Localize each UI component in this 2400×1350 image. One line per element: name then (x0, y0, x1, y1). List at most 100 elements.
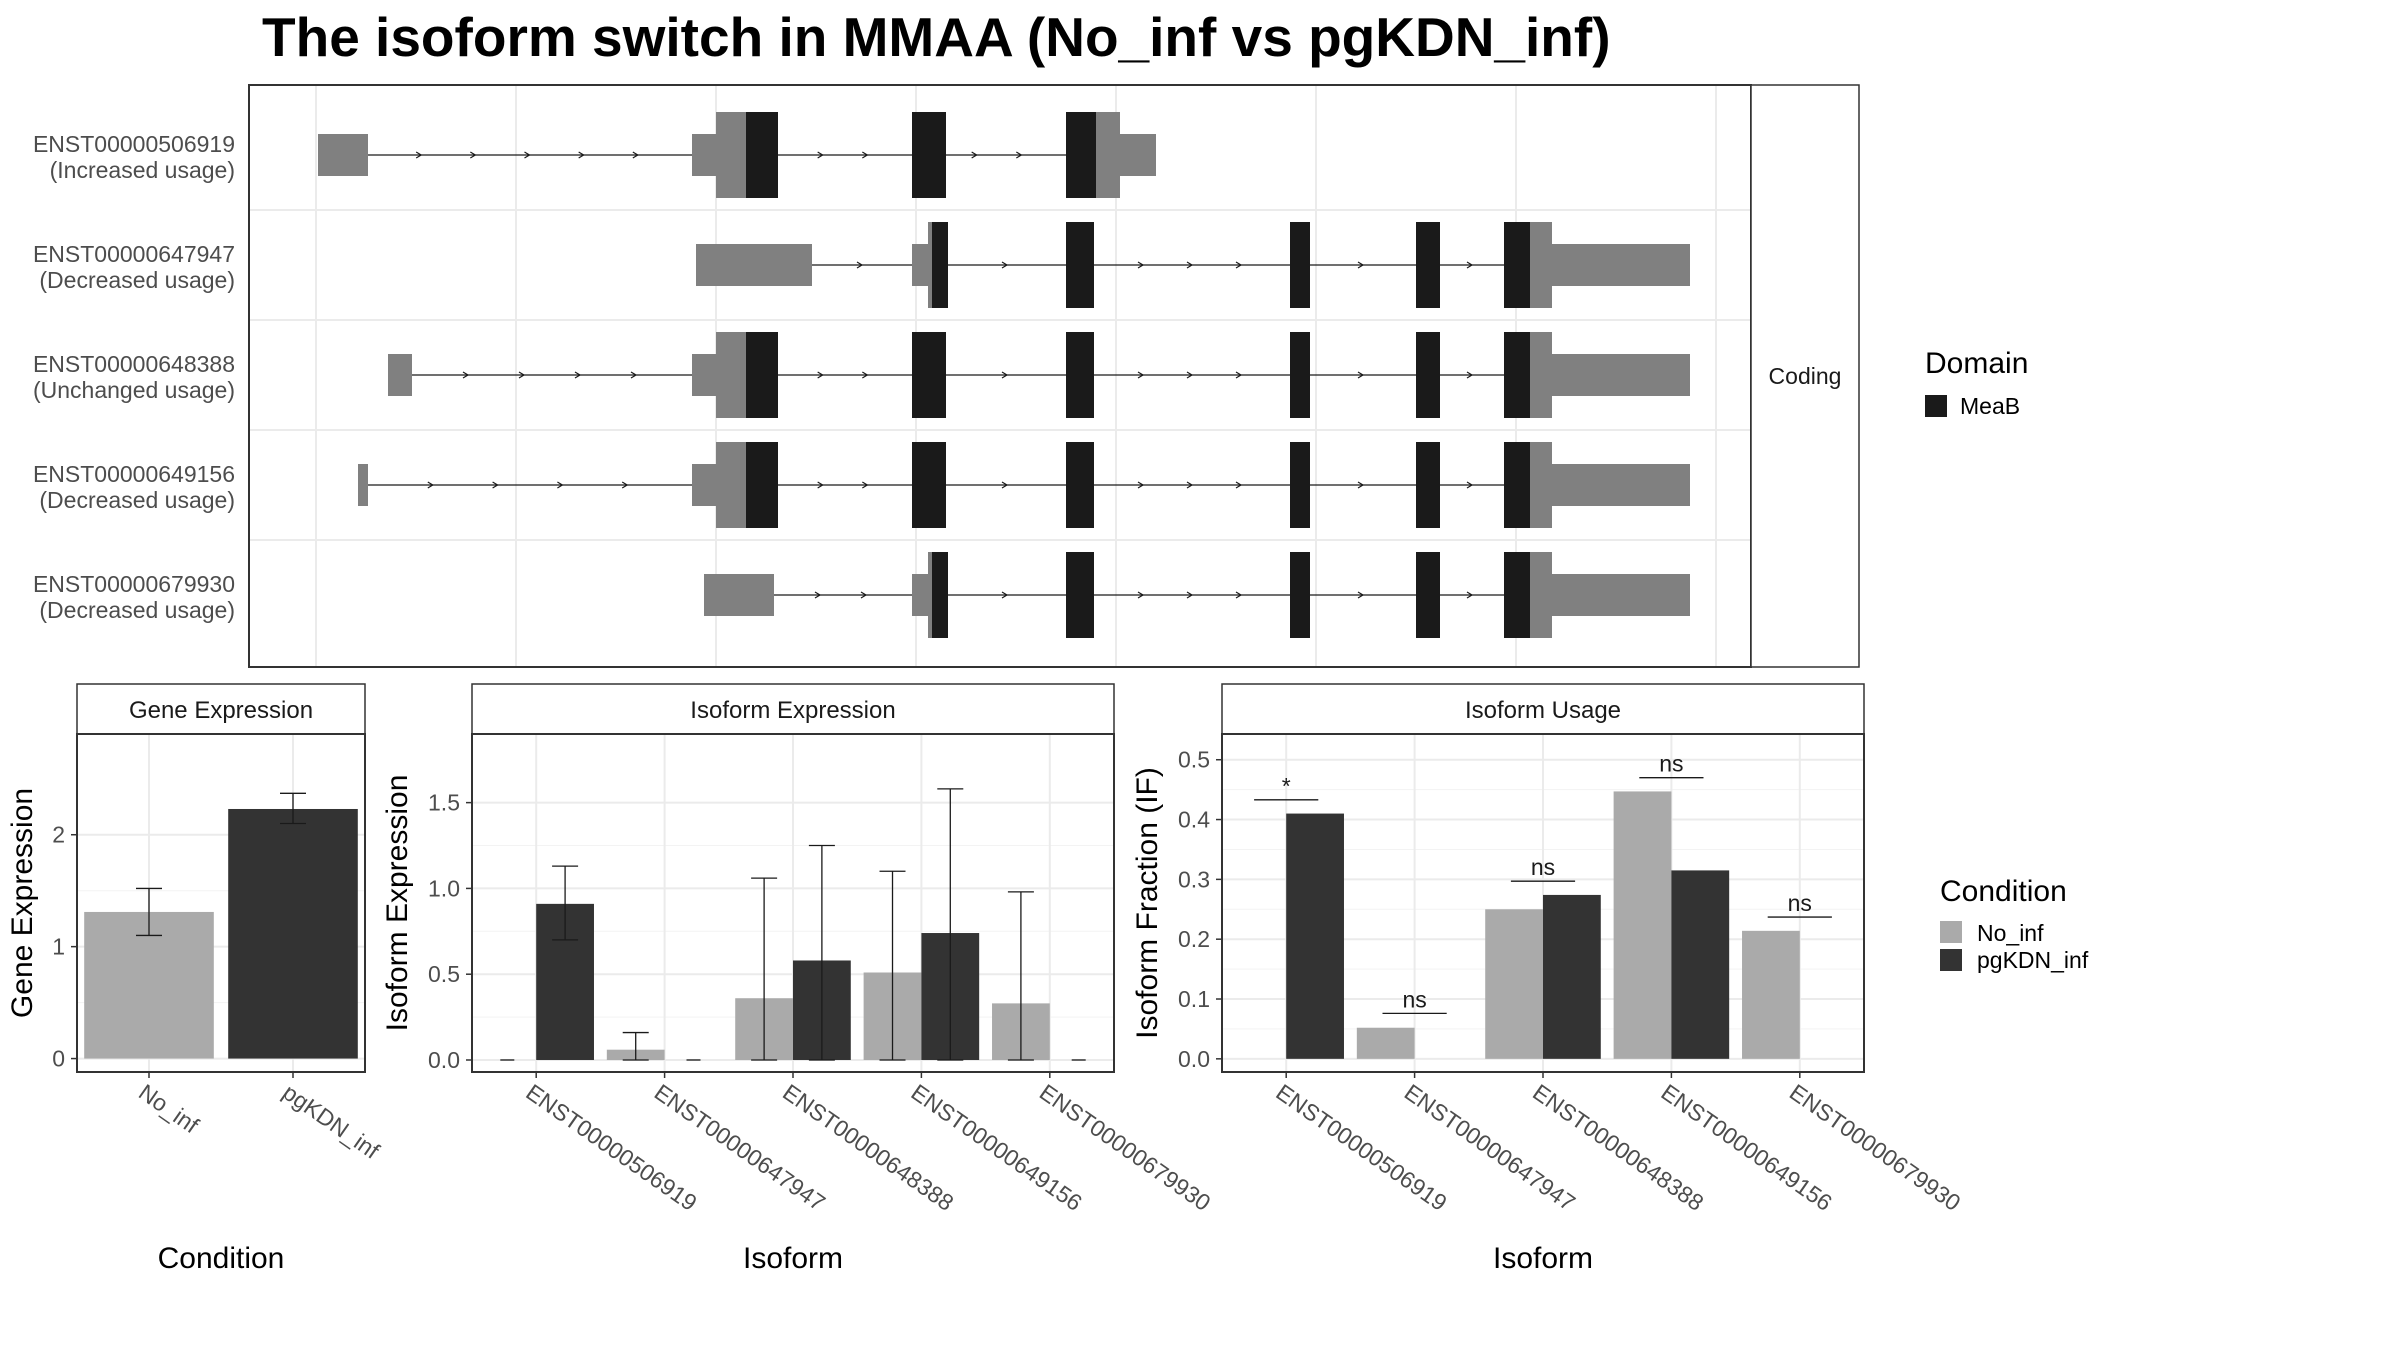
strand-arrow (1466, 591, 1474, 599)
y-tick-label: 0.3 (1178, 866, 1210, 892)
isoform-usage-y-axis-label: Isoform Fraction (IF) (1131, 767, 1164, 1039)
legend-swatch-meab (1925, 395, 1947, 417)
strand-arrow (862, 481, 869, 489)
strand-arrow (492, 481, 499, 489)
exon-domain-meab (1290, 222, 1310, 308)
exon-domain-meab (1416, 442, 1440, 528)
strand-arrow (1137, 261, 1145, 269)
strand-arrow (1357, 371, 1365, 379)
exon-utr (692, 134, 716, 176)
y-tick-label: 0 (52, 1046, 65, 1072)
isoform-expression-strip (471, 683, 1115, 735)
transcript-id-label: ENST00000506919 (33, 131, 235, 157)
gene-expression-x-ticks: No_inf pgKDN_inf (134, 1072, 385, 1164)
legend-label-no-inf: No_inf (1977, 920, 2044, 946)
strand-arrow (814, 591, 822, 599)
exon-utr (1552, 464, 1690, 506)
strand-arrow (1235, 591, 1243, 599)
isoform-expression-panel: Isoform Expression 0.0 0.5 1.0 1.5 ENST0000… (381, 683, 1215, 1275)
transcript-id-label: ENST00000648388 (33, 351, 235, 377)
exon-domain-meab (1416, 222, 1440, 308)
strand-arrow (1357, 261, 1365, 269)
exon-domain-meab (1504, 442, 1530, 528)
isoform-expression-strip-title: Isoform Expression (690, 697, 895, 724)
transcript-id-label: ENST00000649156 (33, 461, 235, 487)
isoform-expression-y-axis-label: Isoform Expression (381, 775, 414, 1032)
gene-expression-y-ticks: 0 1 2 (52, 822, 77, 1072)
transcript-usage-label: (Decreased usage) (39, 267, 235, 293)
isoform-usage-x-ticks: ENST00000506919ENST00000647947ENST000006… (1271, 1072, 1965, 1216)
strand-arrow (524, 151, 531, 159)
legend-swatch-no-inf (1940, 921, 1962, 943)
exon-utr (1530, 552, 1552, 638)
significance-label: * (1282, 773, 1291, 799)
domain-legend-title: Domain (1925, 347, 2028, 380)
transcript-usage-label: (Decreased usage) (39, 487, 235, 513)
strand-arrow (1137, 371, 1145, 379)
gene-expression-bar (228, 808, 358, 1059)
exon-utr (358, 464, 368, 506)
transcript-id-label: ENST00000679930 (33, 571, 235, 597)
exon-utr (716, 332, 746, 418)
exon-domain-meab (1066, 222, 1094, 308)
strand-arrow (971, 151, 978, 159)
gene-expression-x-axis-label: Condition (158, 1242, 285, 1275)
y-tick-label: 0.4 (1178, 807, 1210, 833)
exon-domain-meab (912, 332, 946, 418)
strand-arrow (1186, 261, 1194, 269)
transcript-id-label: ENST00000647947 (33, 241, 235, 267)
strand-arrow (632, 151, 639, 159)
strand-arrow (817, 151, 824, 159)
isoform-usage-strip (1221, 683, 1865, 735)
strand-arrow (574, 371, 582, 379)
exon-domain-meab (1504, 332, 1530, 418)
strand-arrow (1466, 261, 1474, 269)
y-tick-label: 1.5 (428, 790, 460, 816)
bar-no-inf (1742, 930, 1800, 1059)
transcript-track (696, 222, 1690, 308)
exon-domain-meab (1290, 442, 1310, 528)
exon-utr (1096, 112, 1120, 198)
strand-arrow (862, 151, 869, 159)
isoform-usage-x-axis-label: Isoform (1493, 1242, 1593, 1275)
strand-arrow (1235, 481, 1243, 489)
strand-arrow (557, 481, 564, 489)
exon-utr (912, 574, 928, 616)
bar-pgkdn-inf (1286, 813, 1344, 1059)
significance-label: ns (1402, 986, 1426, 1012)
condition-legend-title: Condition (1940, 875, 2067, 908)
exon-utr (696, 244, 812, 286)
y-tick-label: 0.5 (428, 961, 460, 987)
exon-domain-meab (1504, 552, 1530, 638)
strand-arrow (817, 371, 824, 379)
bar-no-inf (1485, 909, 1543, 1059)
exon-utr (912, 244, 928, 286)
y-tick-label: 2 (52, 822, 65, 848)
isoform-expression-x-ticks: ENST00000506919ENST00000647947ENST000006… (521, 1072, 1215, 1216)
gene-expression-panel: Gene Expression 0 1 2 No_inf pgKDN_inf Gene… (6, 683, 385, 1275)
strand-arrow (1235, 261, 1243, 269)
y-tick-label: 0.0 (428, 1047, 460, 1073)
exon-domain-meab (1066, 442, 1094, 528)
strand-arrow (856, 261, 864, 269)
strand-arrow (1016, 151, 1023, 159)
gene-expression-bars (84, 792, 358, 1059)
strand-arrow (621, 481, 629, 489)
exon-domain-meab (1066, 552, 1094, 638)
exon-utr (1552, 574, 1690, 616)
strand-arrow (1357, 591, 1365, 599)
exon-utr (716, 112, 746, 198)
strip-coding-label: Coding (1769, 363, 1842, 389)
legend-swatch-pgkdn-inf (1940, 949, 1962, 971)
exon-domain-meab (746, 112, 778, 198)
strand-arrow (1001, 481, 1009, 489)
strand-arrow (1466, 481, 1474, 489)
y-tick-label: 0.5 (1178, 747, 1210, 773)
transcript-tracks (318, 112, 1690, 638)
gene-expression-border (76, 733, 366, 1073)
strand-arrow (1001, 261, 1009, 269)
exon-utr (692, 354, 716, 396)
exon-utr (1530, 442, 1552, 528)
exon-utr (1552, 354, 1690, 396)
